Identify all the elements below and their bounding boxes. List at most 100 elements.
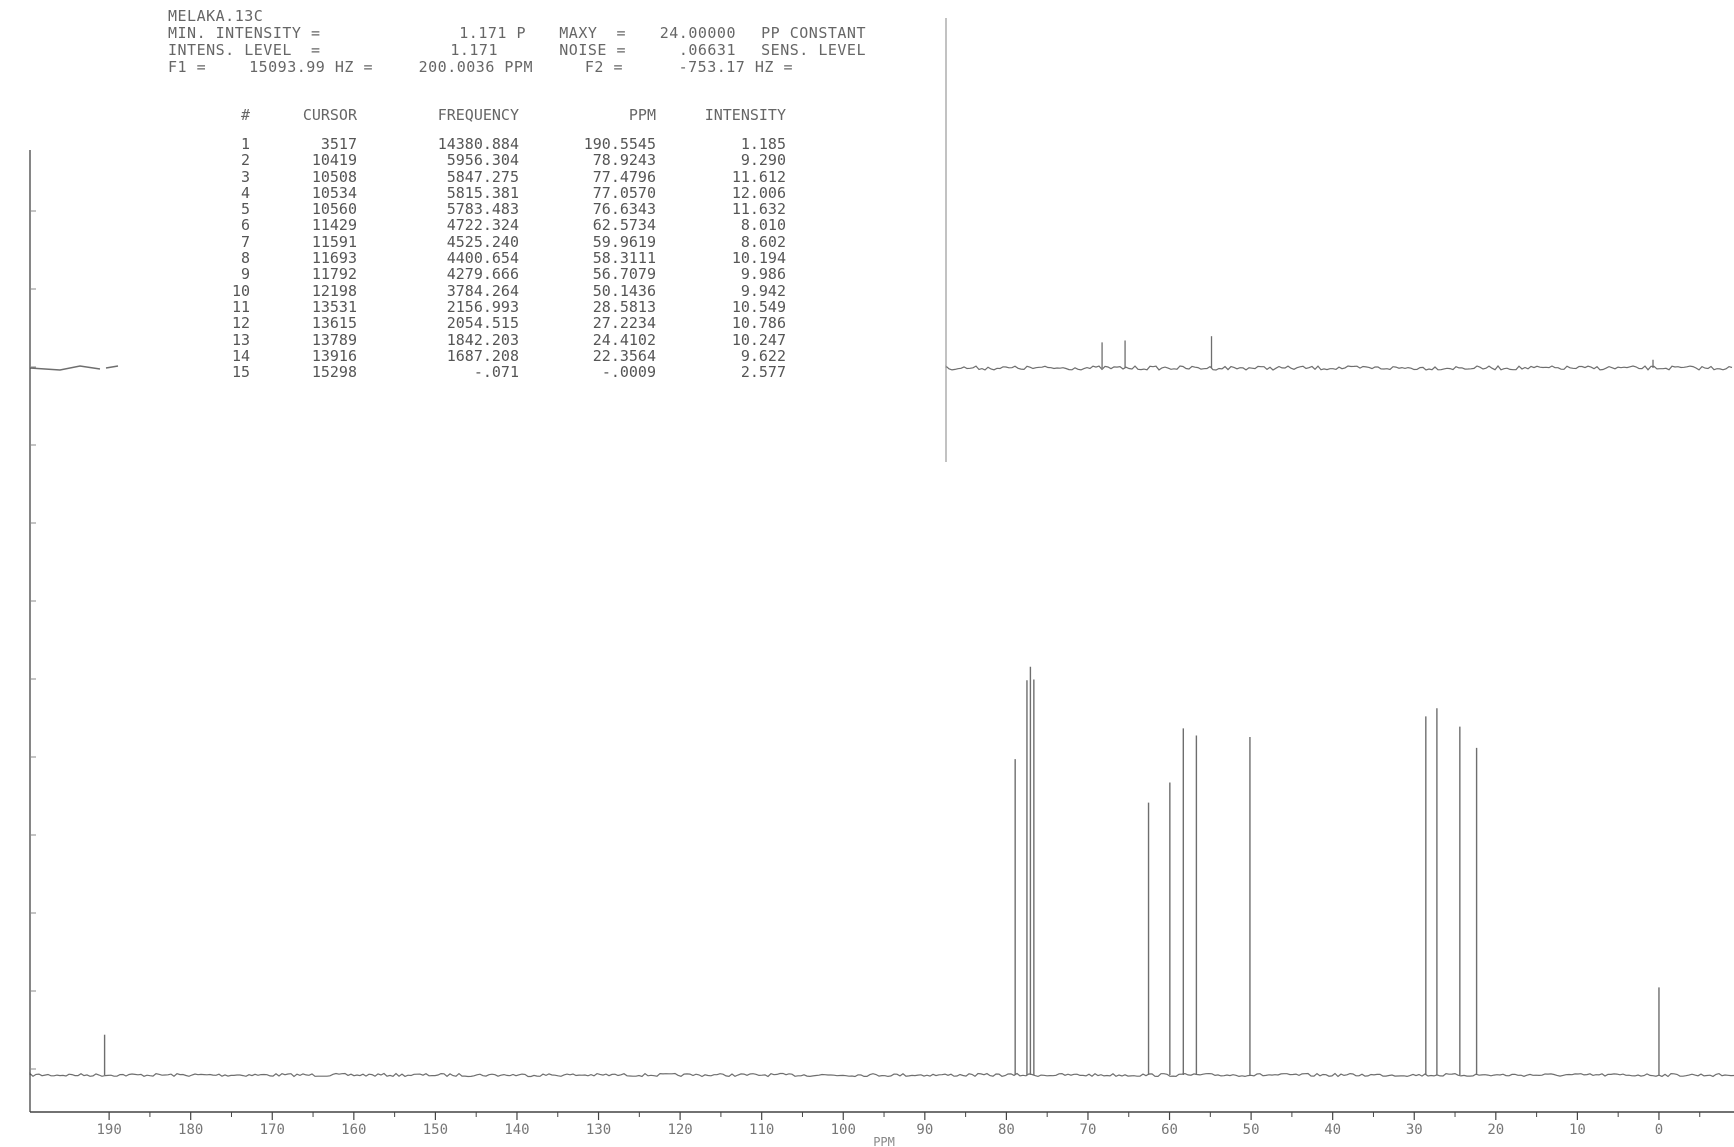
peak-frequency-cell: 2054.515 (446, 314, 519, 333)
table-row: 14 13916 1687.208 22.3564 9.622 (230, 346, 798, 365)
peak-frequency-cell: 2156.993 (446, 297, 519, 316)
peak-intensity-cell: 11.632 (731, 200, 786, 219)
table-row: 5 10560 5783.483 76.6343 11.632 (230, 200, 798, 219)
header-row-3: F1 = 15093.99 HZ = 200.0036 PPM F2 = -753.17… (168, 59, 866, 76)
peak-cursor-cell: 13615 (311, 314, 357, 333)
pp-constant-label: PP CONSTANT (761, 24, 866, 42)
min-intensity-value: 1.171 P (459, 24, 526, 42)
peak-index-cell: 14 (231, 346, 250, 365)
peak-index-cell: 4 (240, 183, 250, 202)
x-tick-label: 180 (178, 1122, 203, 1138)
peak-frequency-cell: 4525.240 (446, 232, 519, 251)
peak-cursor-cell: 11591 (311, 232, 357, 251)
table-row: 2 10419 5956.304 78.9243 9.290 (230, 151, 798, 170)
x-tick-label: 120 (667, 1122, 692, 1138)
peak-ppm-cell: 77.0570 (592, 183, 656, 202)
maxy-label: MAXY = (559, 24, 626, 42)
peak-frequency-cell: 3784.264 (446, 281, 519, 300)
table-row: 9 11792 4279.666 56.7079 9.986 (230, 265, 798, 284)
x-tick-label: 190 (96, 1122, 121, 1138)
peak-ppm-cell: 24.4102 (592, 330, 656, 349)
peak-ppm-cell: 22.3564 (592, 346, 656, 365)
peak-frequency-cell: 5815.381 (446, 183, 519, 202)
peak-ppm-cell: 50.1436 (592, 281, 656, 300)
peak-index-cell: 8 (240, 249, 250, 268)
peak-ppm-cell: 27.2234 (592, 314, 656, 333)
peak-ppm-cell: 62.5734 (592, 216, 656, 235)
peak-index-cell: 10 (231, 281, 250, 300)
table-row: 7 11591 4525.240 59.9619 8.602 (230, 232, 798, 251)
x-tick-label: 50 (1243, 1122, 1260, 1138)
min-intensity-label: MIN. INTENSITY = (168, 24, 321, 42)
peak-index-cell: 12 (231, 314, 250, 333)
col-header-frequency: FREQUENCY (437, 106, 519, 124)
peak-ppm-cell: -.0009 (601, 363, 656, 382)
peak-cursor-cell: 3517 (320, 135, 357, 153)
peak-cursor-cell: 15298 (311, 363, 357, 382)
peak-cursor-cell: 13789 (311, 330, 357, 349)
peak-cursor-cell: 13531 (311, 297, 357, 316)
peak-intensity-cell: 8.602 (740, 232, 786, 251)
main-baseline-noise (29, 1072, 1734, 1078)
peak-ppm-cell: 77.4796 (592, 167, 656, 186)
peak-index-cell: 6 (240, 216, 250, 235)
f1-ppm: 200.0036 PPM (418, 58, 533, 76)
peak-frequency-cell: -.071 (473, 363, 519, 382)
table-row: 12 13615 2054.515 27.2234 10.786 (230, 314, 798, 333)
col-header-intensity: INTENSITY (704, 106, 786, 124)
peak-intensity-cell: 10.247 (731, 330, 786, 349)
x-tick-label: 160 (341, 1122, 366, 1138)
peak-frequency-cell: 1842.203 (446, 330, 519, 349)
intens-level-label: INTENS. LEVEL = (168, 41, 321, 59)
peak-index-cell: 1 (240, 135, 250, 153)
table-row: 4 10534 5815.381 77.0570 12.006 (230, 183, 798, 202)
spectrum-traces (29, 336, 1734, 1078)
table-row: 15 15298 -.071 -.0009 2.577 (230, 363, 798, 382)
peak-frequency-cell: 1687.208 (446, 346, 519, 365)
x-axis: 190 180 170 160 150 140 130 120 110 100 90 80 70 60 50… (30, 1111, 1734, 1147)
inset-baseline-noise (945, 364, 1733, 371)
peak-cursor-cell: 11792 (311, 265, 357, 284)
peak-intensity-cell: 12.006 (731, 183, 786, 202)
x-tick-label: 150 (423, 1122, 448, 1138)
peak-intensity-cell: 9.942 (740, 281, 786, 300)
peak-index-cell: 15 (231, 363, 250, 382)
table-row: 13 13789 1842.203 24.4102 10.247 (230, 330, 798, 349)
peak-intensity-cell: 10.549 (731, 297, 786, 316)
peak-cursor-cell: 13916 (311, 346, 357, 365)
peak-index-cell: 9 (240, 265, 250, 284)
peak-frequency-cell: 5783.483 (446, 200, 519, 219)
peak-frequency-cell: 5956.304 (446, 151, 519, 170)
peak-frequency-cell: 4279.666 (446, 265, 519, 284)
peak-ppm-cell: 58.3111 (592, 249, 656, 268)
peak-intensity-cell: 9.290 (740, 151, 786, 170)
peak-ppm-cell: 59.9619 (592, 232, 656, 251)
peak-cursor-cell: 10419 (311, 151, 357, 170)
peak-intensity-cell: 10.194 (731, 249, 786, 268)
peak-ppm-cell: 28.5813 (592, 297, 656, 316)
maxy-value: 24.00000 (659, 24, 736, 42)
table-row: 3 10508 5847.275 77.4796 11.612 (230, 167, 798, 186)
x-tick-label: 130 (586, 1122, 611, 1138)
peak-cursor-cell: 12198 (311, 281, 357, 300)
x-axis-title: PPM (873, 1135, 895, 1147)
col-header-cursor: CURSOR (302, 106, 357, 124)
intens-level-value: 1.171 (450, 41, 498, 59)
x-tick-label: 40 (1324, 1122, 1341, 1138)
noise-label: NOISE = (559, 41, 626, 59)
peak-cursor-cell: 10508 (311, 167, 357, 186)
x-tick-label: 140 (504, 1122, 529, 1138)
peak-frequency-cell: 4400.654 (446, 249, 519, 268)
peak-index-cell: 11 (231, 297, 250, 316)
peak-table-header-row: # CURSOR FREQUENCY PPM INTENSITY (230, 106, 798, 136)
header-row-1: MIN. INTENSITY = 1.171 P MAXY = 24.00000 PP … (168, 25, 866, 42)
x-tick-label: 170 (260, 1122, 285, 1138)
inset-left-fragment (29, 365, 119, 371)
x-tick-label: 70 (1080, 1122, 1097, 1138)
peak-ppm-cell: 56.7079 (592, 265, 656, 284)
f1-hz: 15093.99 HZ = (249, 58, 373, 76)
peak-intensity-cell: 9.622 (740, 346, 786, 365)
f2-label: F2 = (584, 58, 623, 76)
peak-cursor-cell: 10560 (311, 200, 357, 219)
